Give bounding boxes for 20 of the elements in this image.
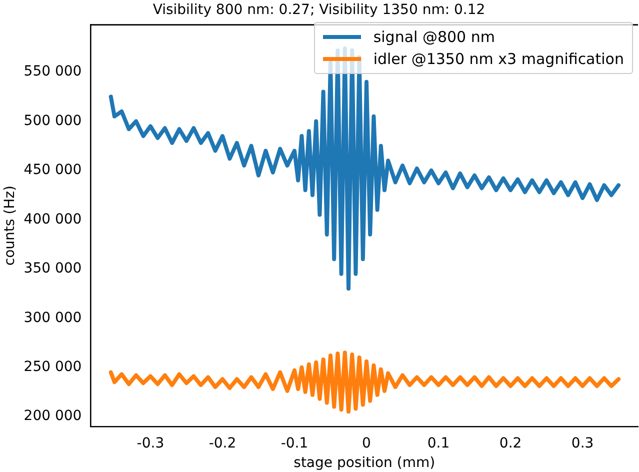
legend-label: signal @800 nm bbox=[373, 28, 495, 46]
x-axis-title: stage position (mm) bbox=[294, 455, 436, 472]
x-tick-label: 0.1 bbox=[427, 435, 450, 452]
x-tick-label: -0.3 bbox=[136, 435, 164, 452]
legend-label: idler @1350 nm x3 magnification bbox=[373, 50, 624, 68]
y-tick-label: 450 000 bbox=[24, 162, 82, 178]
x-tick-label: 0 bbox=[362, 435, 371, 452]
chart-title: Visibility 800 nm: 0.27; Visibility 1350 nm: 0.12 bbox=[152, 2, 486, 18]
y-tick-label: 300 000 bbox=[24, 310, 82, 326]
y-tick-label: 200 000 bbox=[24, 408, 82, 424]
y-tick-label: 500 000 bbox=[24, 112, 82, 129]
x-tick-label: -0.2 bbox=[208, 435, 236, 452]
y-axis-title: counts (Hz) bbox=[2, 186, 18, 266]
y-tick-label: 550 000 bbox=[24, 64, 82, 80]
y-tick-label: 250 000 bbox=[24, 358, 82, 375]
x-tick-label: 0.3 bbox=[571, 435, 594, 452]
x-tick-label: -0.1 bbox=[280, 435, 308, 452]
y-tick-label: 400 000 bbox=[24, 211, 82, 228]
x-tick-label: 0.2 bbox=[499, 435, 522, 452]
y-tick-label: 350 000 bbox=[24, 260, 82, 277]
